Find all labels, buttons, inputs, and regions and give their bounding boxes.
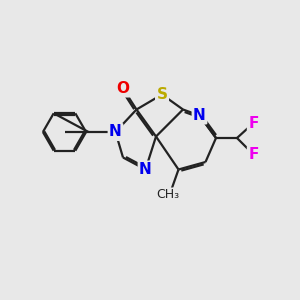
Text: N: N [193, 108, 206, 123]
Text: CH₃: CH₃ [156, 188, 180, 202]
Text: S: S [157, 87, 167, 102]
Text: F: F [248, 116, 259, 130]
Text: N: N [139, 162, 152, 177]
Text: N: N [109, 124, 122, 140]
Text: F: F [248, 147, 259, 162]
Text: O: O [116, 81, 130, 96]
